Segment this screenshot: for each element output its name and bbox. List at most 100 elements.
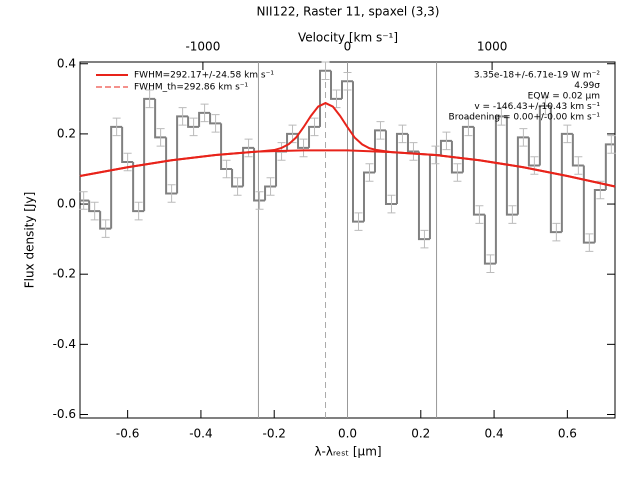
flux-step bbox=[220, 123, 233, 170]
x-tick-label: -0.6 bbox=[116, 427, 139, 441]
flux-step bbox=[571, 133, 584, 167]
flux-step bbox=[593, 189, 606, 243]
error-bar bbox=[299, 138, 308, 158]
flux-step bbox=[165, 137, 178, 195]
x-tick-label: 0.0 bbox=[338, 427, 357, 441]
x-tick-label: -0.2 bbox=[263, 427, 286, 441]
flux-step bbox=[417, 151, 430, 241]
error-bar bbox=[398, 124, 407, 144]
error-bar bbox=[90, 201, 99, 221]
x2-tick-label: -1000 bbox=[185, 40, 220, 54]
x2-tick-label: 1000 bbox=[477, 40, 508, 54]
flux-step bbox=[99, 211, 112, 230]
annotation: 4.99σ bbox=[574, 81, 600, 91]
error-bar bbox=[530, 156, 539, 175]
error-bar bbox=[442, 131, 451, 151]
annotation: Broadening = 0.00+/-0.00 km s⁻¹ bbox=[449, 113, 601, 123]
error-bar bbox=[519, 128, 528, 147]
flux-step bbox=[121, 126, 134, 163]
flux-step bbox=[406, 133, 419, 153]
error-bar bbox=[211, 114, 220, 133]
flux-step bbox=[143, 97, 156, 212]
error-bar bbox=[585, 233, 594, 252]
error-bar bbox=[497, 107, 506, 126]
error-bar bbox=[178, 107, 187, 126]
flux-step bbox=[373, 129, 386, 173]
flux-step bbox=[341, 80, 353, 99]
error-bar bbox=[574, 156, 583, 175]
error-bar bbox=[145, 89, 154, 109]
x2-axis-label: Velocity [km s⁻¹] bbox=[298, 31, 398, 45]
error-bar bbox=[233, 177, 242, 196]
flux-step bbox=[187, 116, 200, 128]
annotation: v = -146.43+/-10.43 km s⁻¹ bbox=[474, 102, 600, 112]
error-bar bbox=[607, 135, 616, 154]
flux-step bbox=[549, 105, 562, 234]
error-bar bbox=[310, 117, 319, 137]
x-tick-label: 0.2 bbox=[411, 427, 430, 441]
flux-step bbox=[198, 111, 211, 127]
x-tick-label: 0.4 bbox=[485, 427, 504, 441]
flux-step bbox=[604, 143, 615, 191]
flux-step bbox=[176, 115, 189, 194]
flux-step bbox=[154, 98, 167, 139]
x-axis-label: λ-λᵣₑₛₜ [µm] bbox=[314, 445, 381, 459]
flux-step bbox=[132, 161, 145, 213]
y-tick-label: -0.6 bbox=[53, 407, 76, 421]
error-bar bbox=[189, 117, 198, 137]
error-bar bbox=[563, 124, 572, 144]
error-bar bbox=[508, 205, 517, 224]
flux-step bbox=[395, 132, 408, 205]
y-axis-label: Flux density [Jy] bbox=[23, 192, 37, 289]
flux-step bbox=[264, 185, 277, 201]
legend-label: FWHM=292.17+/-24.58 km s⁻¹ bbox=[134, 71, 274, 81]
flux-step bbox=[308, 125, 321, 148]
flux-step bbox=[319, 69, 332, 127]
flux-step bbox=[209, 112, 222, 125]
flux-step bbox=[483, 214, 496, 265]
x2-tick-label: 0 bbox=[344, 40, 352, 54]
error-bar bbox=[112, 117, 121, 137]
flux-step bbox=[527, 137, 540, 167]
error-bar bbox=[453, 163, 462, 182]
error-bar bbox=[420, 229, 429, 249]
annotation: EQW = 0.02 µm bbox=[528, 92, 600, 102]
x-tick-label: 0.6 bbox=[558, 427, 577, 441]
flux-step bbox=[231, 168, 244, 188]
y-tick-label: 0.2 bbox=[57, 126, 76, 140]
error-bar bbox=[79, 191, 88, 210]
error-bar bbox=[365, 163, 374, 182]
flux-step bbox=[439, 139, 452, 155]
error-bar bbox=[343, 72, 352, 91]
error-bar bbox=[464, 117, 473, 137]
y-tick-label: -0.4 bbox=[53, 337, 76, 351]
flux-step bbox=[505, 116, 518, 216]
flux-step bbox=[582, 165, 595, 244]
error-bar bbox=[486, 254, 495, 273]
flux-step bbox=[560, 132, 573, 233]
error-bar bbox=[409, 142, 418, 161]
error-bar bbox=[354, 212, 363, 231]
legend-label: FWHM_th=292.86 km s⁻¹ bbox=[134, 83, 249, 93]
y-tick-label: 0.0 bbox=[57, 197, 76, 211]
flux-step bbox=[516, 136, 529, 215]
error-bar bbox=[541, 96, 550, 116]
error-bar bbox=[134, 201, 143, 221]
x-tick-label: -0.4 bbox=[189, 427, 212, 441]
y-tick-label: -0.2 bbox=[53, 267, 76, 281]
error-bar bbox=[222, 159, 231, 179]
flux-step bbox=[351, 81, 364, 223]
error-bar bbox=[552, 222, 561, 242]
chart-title: NII122, Raster 11, spaxel (3,3) bbox=[257, 5, 440, 19]
flux-step bbox=[88, 200, 101, 213]
error-bar bbox=[266, 177, 275, 196]
error-bar bbox=[387, 194, 396, 214]
error-bar bbox=[156, 128, 165, 147]
error-bar bbox=[255, 191, 264, 210]
flux-step bbox=[494, 115, 507, 264]
y-tick-label: 0.4 bbox=[57, 56, 76, 70]
error-bar bbox=[244, 138, 253, 158]
flux-step bbox=[253, 147, 266, 202]
error-bar bbox=[475, 205, 484, 224]
